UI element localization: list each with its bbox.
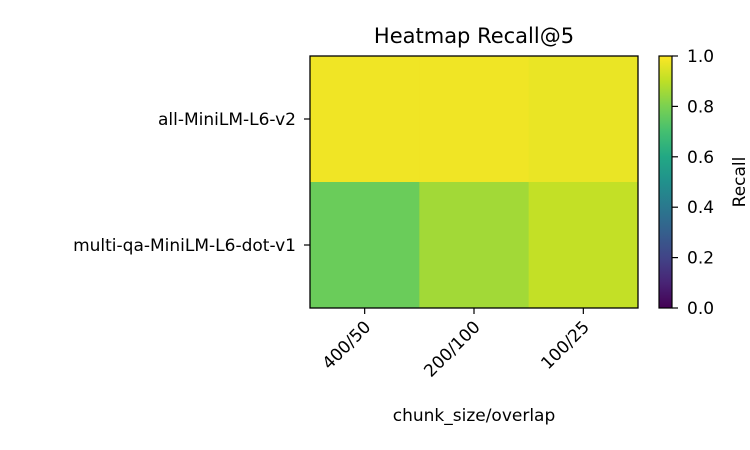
colorbar bbox=[658, 55, 673, 309]
colorbar-label: Recall bbox=[730, 157, 750, 208]
colorbar-tick-label: 0.4 bbox=[687, 198, 714, 218]
colorbar-tick-label: 1.0 bbox=[687, 47, 714, 67]
y-tick-label: multi-qa-MiniLM-L6-dot-v1 bbox=[73, 236, 296, 256]
heatmap-cell bbox=[528, 182, 639, 309]
heatmap-cell bbox=[310, 182, 420, 309]
chart-title: Heatmap Recall@5 bbox=[374, 24, 574, 48]
heatmap-cell bbox=[310, 56, 420, 183]
x-axis: 400/50 200/100 100/25 bbox=[319, 308, 594, 381]
x-axis-label: chunk_size/overlap bbox=[393, 406, 556, 426]
x-tick-label: 400/50 bbox=[319, 317, 375, 373]
y-axis: all-MiniLM-L6-v2 multi-qa-MiniLM-L6-dot-v… bbox=[73, 110, 310, 256]
heatmap-cells bbox=[310, 56, 639, 309]
y-tick-label: all-MiniLM-L6-v2 bbox=[158, 110, 296, 130]
colorbar-tick-label: 0.8 bbox=[687, 97, 714, 117]
colorbar-tick-label: 0.2 bbox=[687, 249, 714, 269]
heatmap-cell bbox=[419, 182, 530, 309]
heatmap-cell bbox=[419, 56, 530, 183]
x-tick-label: 100/25 bbox=[537, 317, 593, 373]
x-tick-label: 200/100 bbox=[420, 317, 484, 381]
colorbar-tick-label: 0.6 bbox=[687, 148, 714, 168]
heatmap-cell bbox=[528, 56, 639, 183]
colorbar-tick-label: 0.0 bbox=[687, 299, 714, 319]
colorbar-ticks: 0.0 0.2 0.4 0.6 0.8 1.0 bbox=[672, 47, 714, 319]
